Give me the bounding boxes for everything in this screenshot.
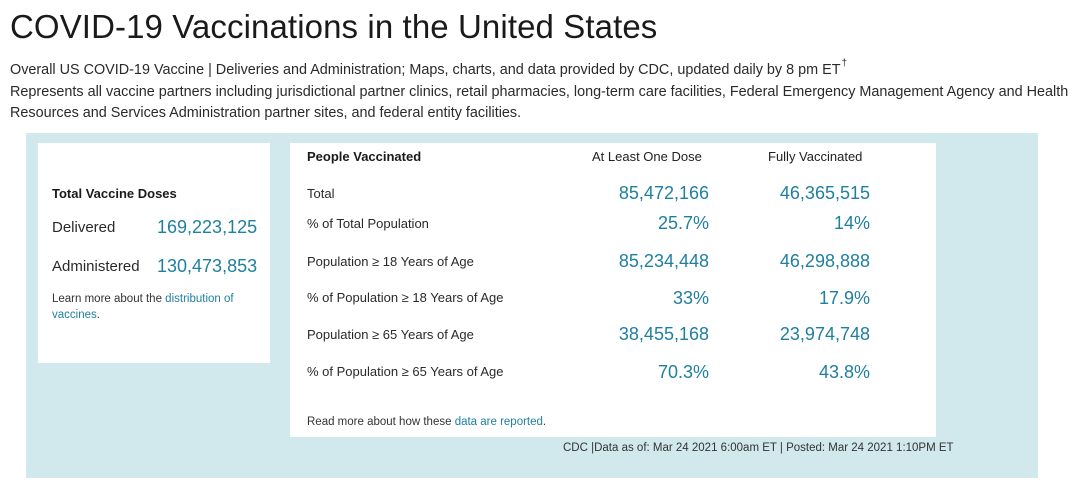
data-are-reported-link[interactable]: data are reported (454, 416, 543, 428)
data-timestamp-footer: CDC |Data as of: Mar 24 2021 6:00am ET |… (563, 442, 954, 454)
column-header-fully-vaccinated: Fully Vaccinated (768, 149, 863, 164)
pop-18-fully-vaccinated-value: 46,298,888 (779, 251, 870, 271)
delivered-label: Delivered (52, 219, 116, 236)
data-reported-note-text: Read more about how these (307, 416, 455, 428)
pop-65-one-dose-value: 38,455,168 (618, 324, 709, 344)
pct-total-one-dose-value: 25.7% (657, 213, 709, 233)
total-one-dose-value: 85,472,166 (618, 183, 709, 203)
page-title: COVID-19 Vaccinations in the United Stat… (10, 8, 658, 45)
total-doses-heading: Total Vaccine Doses (52, 186, 177, 201)
row-label-pct-pop-18: % of Population ≥ 18 Years of Age (307, 290, 504, 305)
pct-total-fully-vaccinated-value: 14% (833, 213, 870, 233)
people-vaccinated-card: People Vaccinated At Least One Dose Full… (290, 143, 936, 437)
pct-pop-18-fully-vaccinated-value: 17.9% (818, 288, 870, 308)
data-reported-note: Read more about how these data are repor… (307, 416, 546, 428)
row-label-total: Total (307, 186, 335, 201)
pct-pop-65-one-dose-value: 70.3% (657, 362, 709, 382)
subtitle-line-2: Represents all vaccine partners includin… (10, 83, 1069, 122)
data-reported-note-period: . (542, 416, 547, 428)
pct-pop-18-one-dose-value: 33% (672, 288, 709, 308)
row-label-pct-pop-65: % of Population ≥ 65 Years of Age (307, 364, 504, 379)
row-label-pop-18: Population ≥ 18 Years of Age (307, 254, 474, 269)
column-header-one-dose: At Least One Dose (592, 149, 702, 164)
administered-label: Administered (52, 258, 140, 275)
pop-65-fully-vaccinated-value: 23,974,748 (779, 324, 870, 344)
distribution-note-period: . (96, 308, 100, 321)
distribution-of-vaccines-link[interactable]: distribution of vaccines (52, 293, 234, 321)
subtitle-line-1: Overall US COVID-19 Vaccine | Deliveries… (10, 62, 841, 78)
people-vaccinated-heading: People Vaccinated (307, 149, 422, 164)
dagger-footnote-mark[interactable]: † (841, 58, 848, 70)
pop-18-one-dose-value: 85,234,448 (618, 251, 709, 271)
distribution-note-text: Learn more about the (52, 293, 166, 305)
delivered-value: 169,223,125 (157, 217, 258, 237)
page-subtitle: Overall US COVID-19 Vaccine | Deliveries… (10, 58, 1075, 125)
row-label-pct-total: % of Total Population (307, 216, 429, 231)
total-fully-vaccinated-value: 46,365,515 (779, 183, 870, 203)
total-doses-card: Total Vaccine Doses Delivered 169,223,12… (38, 143, 270, 363)
pct-pop-65-fully-vaccinated-value: 43.8% (818, 362, 870, 382)
row-label-pop-65: Population ≥ 65 Years of Age (307, 327, 474, 342)
administered-value: 130,473,853 (157, 256, 258, 276)
distribution-note: Learn more about the distribution of vac… (52, 292, 262, 323)
